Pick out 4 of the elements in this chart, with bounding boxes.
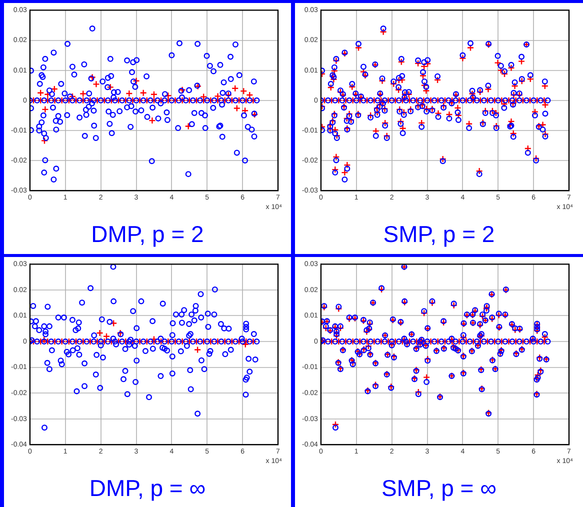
text: SMP, p = 2 [382, 220, 496, 249]
text: DMP, p = ∞ [88, 474, 207, 503]
text: DMP, p = 2 [90, 220, 205, 249]
text: SMP, p = ∞ [380, 474, 498, 503]
